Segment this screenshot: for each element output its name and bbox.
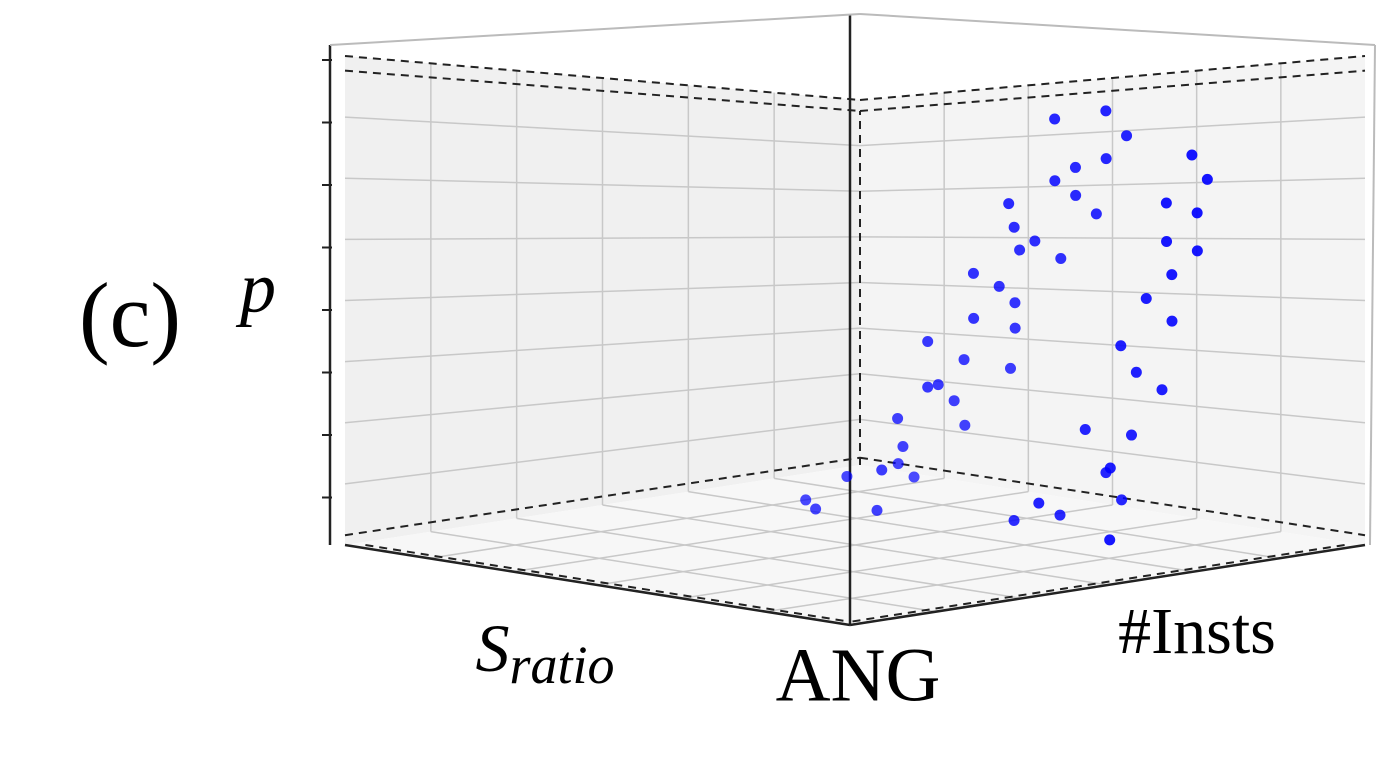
point (1201, 173, 1213, 185)
box-edge (365, 544, 851, 623)
grid-line (344, 418, 861, 485)
point (800, 494, 812, 506)
point (1079, 424, 1091, 436)
point (892, 458, 904, 470)
point (1116, 494, 1128, 506)
point (1161, 236, 1173, 248)
point (1055, 252, 1067, 264)
point (1005, 362, 1016, 374)
point (958, 354, 970, 366)
box-edge (859, 456, 1366, 537)
point (1069, 161, 1081, 173)
point (1049, 175, 1061, 187)
point (1054, 509, 1066, 521)
point (908, 471, 920, 483)
point (968, 312, 980, 324)
box-edge (859, 69, 1366, 112)
panel-label: (c) (79, 264, 181, 366)
point (967, 267, 979, 279)
grid-line (859, 116, 1366, 147)
point (1104, 462, 1116, 474)
point (1160, 197, 1172, 209)
axes-box (322, 13, 1376, 627)
points (800, 105, 1213, 546)
pane-edge (329, 13, 861, 46)
point (1191, 207, 1203, 219)
point (871, 504, 883, 516)
point (1008, 221, 1020, 233)
point (1100, 105, 1112, 117)
grid-line (765, 530, 1281, 613)
grid-line (859, 418, 1366, 485)
grid-line (344, 116, 861, 147)
z-axis-label: p (235, 248, 276, 328)
box-edge (344, 69, 861, 112)
point (876, 464, 888, 476)
grid-line (859, 327, 1366, 363)
grid-line (344, 281, 861, 302)
y-axis-label: #Insts (1118, 595, 1276, 668)
annotation: ANG (776, 633, 941, 717)
point (1014, 244, 1026, 256)
pane-edge (859, 13, 1376, 46)
point (959, 419, 971, 431)
point (922, 335, 934, 347)
point (1191, 245, 1203, 257)
point (1104, 534, 1116, 546)
point (1115, 340, 1127, 352)
axis-line (344, 543, 851, 627)
grid-line (859, 236, 1366, 241)
point (932, 379, 944, 391)
point (1166, 315, 1178, 327)
box-edge (344, 456, 861, 537)
x-label-sub: ratio (509, 635, 614, 695)
point (1140, 293, 1152, 305)
point (1003, 198, 1015, 210)
box-edge (344, 55, 861, 101)
point (1049, 113, 1061, 125)
axis-line (849, 543, 1366, 627)
grid-line (344, 236, 861, 241)
point (1070, 189, 1082, 201)
point (1009, 322, 1021, 334)
point (892, 412, 904, 424)
point (1156, 384, 1168, 396)
grid-line (344, 327, 861, 363)
grid-line (344, 177, 861, 192)
grid-line (859, 281, 1366, 302)
point (948, 395, 960, 407)
point (1100, 153, 1112, 165)
pane-edge (1369, 44, 1376, 546)
grid-line (859, 373, 1366, 424)
point (897, 440, 909, 452)
point (841, 470, 853, 482)
point (1121, 130, 1133, 142)
point (993, 280, 1005, 292)
grid-line (344, 373, 861, 424)
point (1008, 514, 1020, 526)
point (1126, 429, 1137, 441)
point (1186, 149, 1198, 161)
box-edge (859, 55, 1366, 101)
point (1009, 297, 1021, 309)
grid-line (859, 177, 1366, 192)
point (1090, 208, 1102, 220)
point (922, 381, 934, 393)
point (1166, 269, 1178, 281)
point (1130, 366, 1142, 378)
x-axis-label: Sratio (475, 610, 614, 696)
point (1029, 235, 1041, 247)
point (810, 503, 822, 515)
x-label-base: S (475, 610, 509, 686)
point (1033, 497, 1045, 509)
